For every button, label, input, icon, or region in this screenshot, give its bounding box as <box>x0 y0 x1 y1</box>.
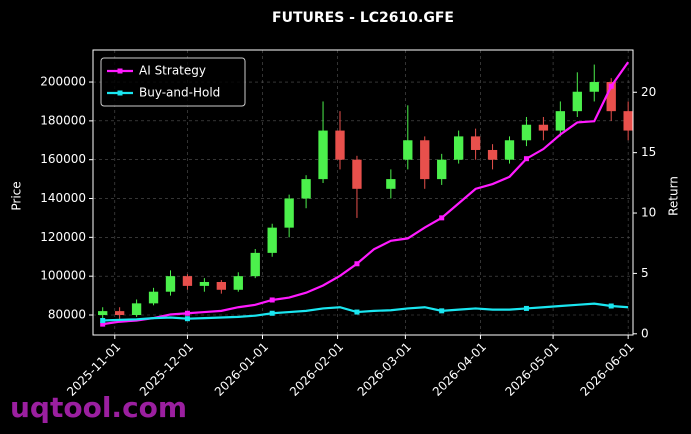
candle-body <box>606 82 616 112</box>
y-tick-label: 80000 <box>48 308 86 322</box>
chart-title: FUTURES - LC2610.GFE <box>272 10 454 26</box>
legend-marker <box>117 68 123 74</box>
candle-body <box>301 179 311 199</box>
candle-body <box>267 227 277 253</box>
candle-body <box>504 140 515 160</box>
candle-body <box>335 130 345 160</box>
legend-box <box>100 57 246 107</box>
y2-tick-label: 15 <box>641 145 656 159</box>
candle-body <box>470 136 481 150</box>
candle-body <box>555 111 566 131</box>
candle-body <box>572 91 582 112</box>
line-marker <box>608 303 614 309</box>
candle-body <box>250 252 260 277</box>
candle-body <box>148 291 159 304</box>
line-marker <box>523 305 529 311</box>
line-marker <box>439 308 445 314</box>
y-tick-label: 160000 <box>40 152 86 166</box>
candle-body <box>318 130 328 180</box>
candle-body <box>352 159 362 189</box>
line-marker <box>100 318 106 324</box>
candle-body <box>487 149 498 160</box>
line <box>102 61 630 326</box>
legend-marker <box>117 90 123 96</box>
candle-body <box>437 159 447 180</box>
candle-body <box>386 179 396 189</box>
y2-tick-label: 0 <box>641 326 649 340</box>
y-axis-label: Price <box>10 181 24 210</box>
y-tick-label: 200000 <box>40 75 86 89</box>
candle-body <box>453 136 464 160</box>
candle-body <box>284 198 294 228</box>
y-tick-label: 100000 <box>40 269 86 283</box>
line-marker <box>184 310 190 316</box>
candle-body <box>403 140 413 160</box>
line-marker <box>523 156 529 162</box>
candle-body <box>216 281 227 290</box>
line-marker <box>439 215 445 221</box>
legend-label: AI Strategy <box>139 64 206 78</box>
candle-body <box>199 281 210 286</box>
candle-body <box>420 140 430 180</box>
line-marker <box>184 316 190 322</box>
line-marker <box>354 309 360 315</box>
y2-tick-label: 10 <box>641 206 656 220</box>
y2-tick-label: 20 <box>641 85 656 99</box>
line-marker <box>269 297 275 303</box>
legend-label: Buy-and-Hold <box>139 86 220 100</box>
y-tick-label: 180000 <box>40 113 86 127</box>
watermark: uqtool.com <box>10 391 187 424</box>
candle-body <box>589 82 599 92</box>
y2-axis-label: Return <box>667 176 681 216</box>
y-tick-label: 120000 <box>40 230 86 244</box>
candle-body <box>233 276 243 290</box>
candle-body <box>165 276 176 292</box>
candle-body <box>98 311 108 316</box>
y-tick-label: 140000 <box>40 191 86 205</box>
candle-body <box>131 303 142 316</box>
line-marker <box>608 83 614 89</box>
y2-tick-label: 5 <box>641 266 649 280</box>
plot-frame <box>92 49 634 336</box>
candle-body <box>538 124 549 131</box>
line-marker <box>354 261 360 267</box>
line-marker <box>100 321 106 327</box>
line <box>102 302 629 322</box>
line-marker <box>269 310 275 316</box>
candle-body <box>623 111 633 131</box>
candle-body <box>182 276 193 286</box>
candle-body <box>521 124 532 141</box>
candle-body <box>114 311 125 316</box>
